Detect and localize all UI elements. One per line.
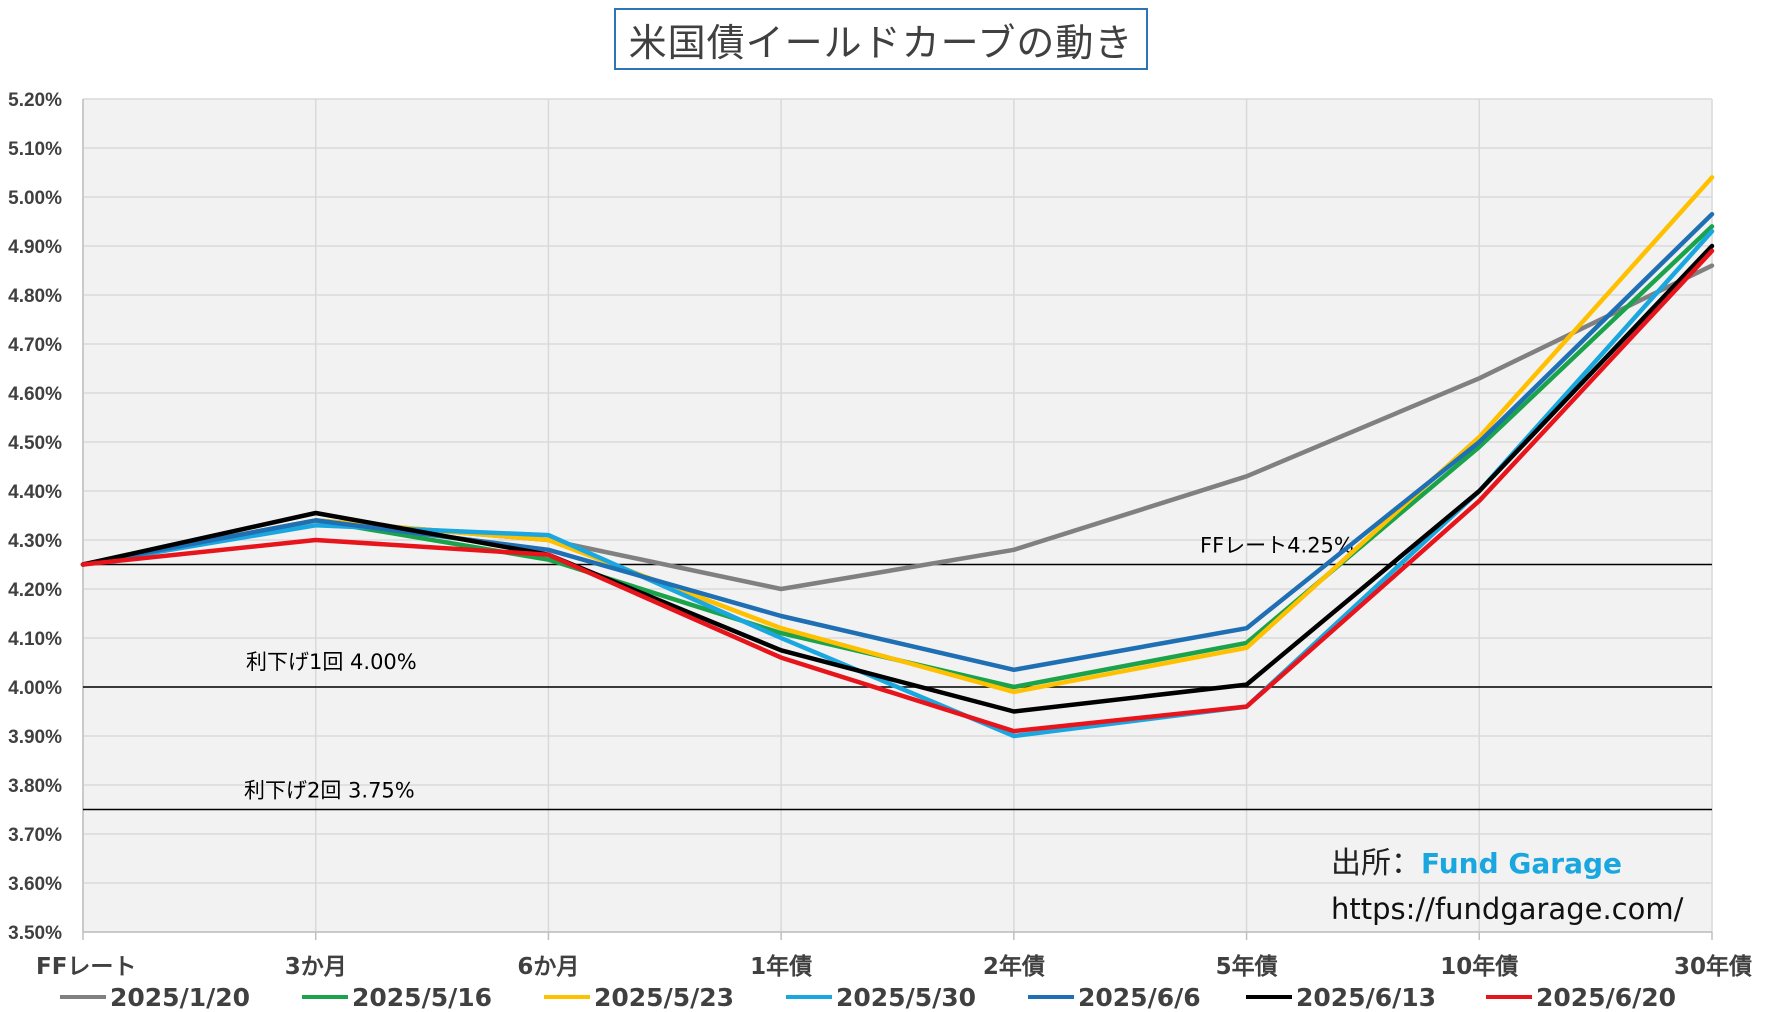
plot-area — [83, 99, 1712, 932]
series-line — [80, 211, 1715, 673]
legend-swatch — [60, 995, 106, 999]
source-brand[interactable]: Fund Garage — [1421, 847, 1623, 880]
legend-swatch — [544, 995, 590, 999]
y-tick-label: 3.90% — [8, 727, 62, 748]
x-tick-label: 6か月 — [517, 954, 579, 980]
series-line — [80, 243, 1715, 714]
chart-title: 米国債イールドカーブの動き — [614, 8, 1148, 70]
legend-label: 2025/5/16 — [352, 982, 493, 1012]
y-tick-label: 3.70% — [8, 825, 62, 846]
y-tick-label: 5.10% — [8, 139, 62, 160]
y-tick-label: 4.10% — [8, 629, 62, 650]
y-tick-label: 4.20% — [8, 580, 62, 601]
legend-item: 2025/5/30 — [786, 982, 976, 1012]
legend-label: 2025/1/20 — [110, 982, 251, 1012]
legend-swatch — [302, 995, 348, 999]
legend-swatch — [1246, 995, 1292, 999]
legend-swatch — [1486, 995, 1532, 999]
chart-legend: 2025/1/20 2025/5/16 2025/5/23 2025/5/30 2025… — [60, 982, 1760, 1012]
y-tick-label: 4.50% — [8, 433, 62, 454]
legend-item: 2025/6/6 — [1028, 982, 1201, 1012]
legend-swatch — [786, 995, 832, 999]
x-tick-label: 1年債 — [750, 953, 812, 980]
y-tick-label: 4.70% — [8, 335, 62, 356]
y-tick-label: 3.80% — [8, 776, 62, 797]
legend-label: 2025/6/6 — [1078, 982, 1201, 1012]
legend-label: 2025/5/23 — [594, 982, 735, 1012]
series-line — [80, 248, 1715, 734]
legend-item: 2025/5/16 — [302, 982, 492, 1012]
legend-label: 2025/5/30 — [836, 982, 977, 1012]
legend-label: 2025/6/13 — [1296, 982, 1437, 1012]
x-tick-label: 2年債 — [983, 953, 1045, 980]
legend-item: 2025/6/20 — [1486, 982, 1676, 1012]
legend-item: 2025/6/13 — [1246, 982, 1436, 1012]
source-label: 出所： — [1331, 846, 1421, 881]
legend-item: 2025/1/20 — [60, 982, 250, 1012]
y-tick-label: 4.40% — [8, 482, 62, 503]
y-tick-label: 3.60% — [8, 874, 62, 895]
x-tick-label: FFレート — [36, 954, 136, 980]
source-url[interactable]: https://fundgarage.com/ — [1331, 892, 1684, 926]
y-tick-label: 4.30% — [8, 531, 62, 552]
legend-label: 2025/6/20 — [1536, 982, 1677, 1012]
y-tick-label: 4.00% — [8, 678, 62, 699]
legend-swatch — [1028, 995, 1074, 999]
reference-line-label: FFレート4.25% — [1200, 534, 1354, 558]
x-tick-label: 3か月 — [285, 954, 347, 980]
reference-line-label: 利下げ1回 4.00% — [246, 650, 417, 674]
x-tick-label: 10年債 — [1440, 953, 1518, 980]
source-credit: 出所：Fund Garage — [1331, 838, 1622, 882]
y-tick-label: 5.00% — [8, 188, 62, 209]
y-tick-label: 3.50% — [8, 923, 62, 944]
legend-item: 2025/5/23 — [544, 982, 734, 1012]
y-tick-label: 4.60% — [8, 384, 62, 405]
reference-line-label: 利下げ2回 3.75% — [244, 779, 415, 803]
y-tick-label: 5.20% — [8, 90, 62, 111]
x-tick-label: 5年債 — [1216, 953, 1278, 980]
y-tick-label: 4.80% — [8, 286, 62, 307]
y-tick-label: 4.90% — [8, 237, 62, 258]
x-tick-label: 30年債 — [1674, 953, 1752, 980]
